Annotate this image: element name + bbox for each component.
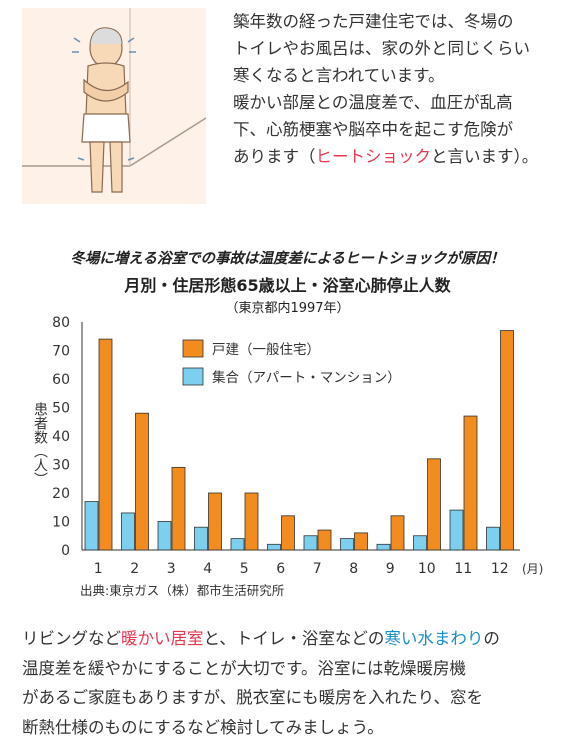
bar-apartment bbox=[121, 512, 135, 551]
chart-title: 月別・住居形態65歳以上・浴室心肺停止人数 bbox=[124, 276, 451, 295]
bar-detached-house bbox=[171, 466, 186, 551]
x-tick-label: 3 bbox=[167, 561, 176, 577]
x-axis-unit-label: (月) bbox=[522, 562, 543, 576]
intro-line: 築年数の経った戸建住宅では、冬場の bbox=[233, 12, 514, 31]
bar-apartment bbox=[194, 526, 208, 551]
x-tick-label: 6 bbox=[276, 561, 285, 577]
intro-text: と言います）。 bbox=[431, 147, 539, 166]
bar-apartment bbox=[303, 535, 318, 551]
y-tick-label: 10 bbox=[52, 515, 70, 531]
bar-detached-house bbox=[317, 529, 332, 551]
y-axis-label: 患者数（人） bbox=[32, 402, 48, 486]
bar-apartment bbox=[376, 543, 391, 551]
bar-detached-house bbox=[500, 330, 514, 551]
intro-paragraph: 築年数の経った戸建住宅では、冬場の トイレやお風呂は、家の外と同じくらい 寒くな… bbox=[233, 8, 563, 170]
outro-line: があるご家庭もありますが、脱衣室にも暖房を入れたり、窓を bbox=[22, 688, 484, 707]
bar-apartment bbox=[157, 521, 172, 551]
bar-apartment bbox=[84, 501, 99, 551]
legend-swatch bbox=[182, 367, 204, 386]
y-tick-label: 50 bbox=[52, 401, 70, 417]
intro-line: 寒くなると言われています。 bbox=[233, 66, 445, 85]
bar-detached-house bbox=[244, 492, 259, 551]
outro-text: と、トイレ・浴室などの bbox=[203, 629, 385, 648]
legend-label: 戸建（一般住宅） bbox=[212, 342, 320, 358]
intro-line: 下、心筋梗塞や脳卒中を起こす危険が bbox=[233, 120, 514, 139]
outro-line: 断熱仕様のものにするなど検討してみましょう。 bbox=[22, 717, 384, 737]
bar-detached-house bbox=[281, 515, 295, 551]
intro-line: あります（ヒートショックと言います）。 bbox=[233, 143, 563, 170]
bar-apartment bbox=[230, 538, 245, 551]
cold-water-area-highlight: 寒い水まわり bbox=[384, 629, 484, 648]
bar-detached-house bbox=[463, 415, 478, 551]
x-tick-label: 1 bbox=[94, 561, 103, 577]
outro-line: 温度差を緩やかにすることが大切です。浴室には乾燥暖房機 bbox=[22, 658, 467, 678]
bar-apartment bbox=[340, 538, 354, 551]
x-tick-label: 11 bbox=[454, 561, 472, 577]
bar-detached-house bbox=[427, 458, 441, 551]
x-tick-label: 10 bbox=[418, 561, 436, 577]
y-tick-label: 40 bbox=[52, 429, 70, 445]
outro-line: リビングなど暖かい居室と、トイレ・浴室などの寒い水まわりの bbox=[22, 624, 562, 654]
intro-line: トイレやお風呂は、家の外と同じくらい bbox=[233, 39, 530, 58]
heat-shock-highlight: ヒートショック bbox=[315, 147, 432, 166]
bar-apartment bbox=[413, 535, 427, 551]
y-tick-label: 0 bbox=[61, 543, 70, 559]
shivering-man-illustration bbox=[22, 8, 207, 204]
bar-detached-house bbox=[135, 412, 149, 551]
bar-apartment bbox=[486, 526, 500, 551]
shivering-man-image bbox=[22, 8, 207, 193]
bar-detached-house bbox=[390, 515, 405, 551]
bar-detached-house bbox=[208, 492, 222, 551]
chart-subtitle: （東京都内1997年） bbox=[225, 301, 350, 316]
y-tick-label: 20 bbox=[52, 486, 70, 502]
bar-detached-house bbox=[98, 338, 113, 551]
chart-source: 出典:東京ガス（株）都市生活研究所 bbox=[80, 583, 285, 598]
intro-text: あります（ bbox=[233, 147, 316, 166]
x-tick-label: 8 bbox=[349, 561, 358, 577]
x-tick-label: 9 bbox=[386, 561, 395, 577]
outro-text: の bbox=[483, 629, 500, 648]
legend-label: 集合（アパート・マンション） bbox=[212, 370, 401, 386]
x-tick-label: 5 bbox=[240, 561, 249, 577]
chart-headline: 冬場に増える浴室での事故は温度差によるヒートショックが原因！ bbox=[70, 251, 505, 267]
x-tick-label: 2 bbox=[130, 561, 139, 577]
x-tick-label: 7 bbox=[313, 561, 322, 577]
intro-line: 暖かい部屋との温度差で、血圧が乱高 bbox=[233, 93, 513, 112]
bar-apartment bbox=[449, 509, 464, 551]
y-tick-label: 60 bbox=[52, 372, 70, 388]
x-tick-label: 4 bbox=[203, 561, 212, 577]
warm-room-highlight: 暖かい居室 bbox=[121, 629, 204, 648]
y-tick-label: 80 bbox=[52, 315, 70, 331]
x-tick-label: 12 bbox=[491, 561, 509, 577]
bar-apartment bbox=[267, 543, 281, 551]
legend-swatch bbox=[182, 339, 204, 358]
outro-paragraph: リビングなど暖かい居室と、トイレ・浴室などの寒い水まわりの 温度差を緩やかにする… bbox=[22, 624, 562, 742]
bar-detached-house bbox=[354, 532, 368, 551]
y-tick-label: 30 bbox=[52, 458, 70, 474]
y-tick-label: 70 bbox=[52, 344, 70, 360]
outro-text: リビングなど bbox=[22, 629, 121, 648]
